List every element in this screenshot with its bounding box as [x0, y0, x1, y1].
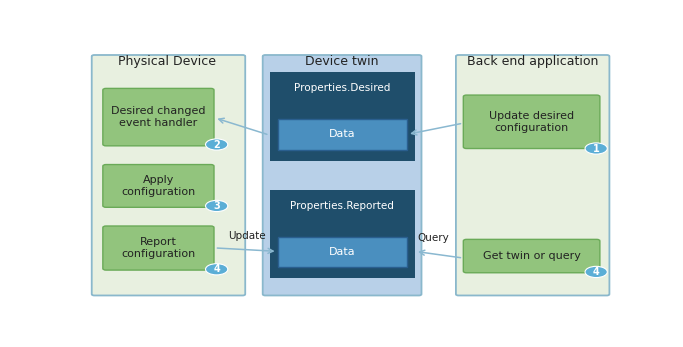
- Text: 4: 4: [593, 267, 600, 277]
- Bar: [270, 73, 415, 161]
- Text: Get twin or query: Get twin or query: [483, 251, 581, 261]
- FancyBboxPatch shape: [103, 88, 214, 146]
- FancyBboxPatch shape: [463, 239, 600, 273]
- Text: Back end application: Back end application: [467, 55, 598, 68]
- Circle shape: [206, 264, 227, 275]
- Circle shape: [585, 143, 607, 154]
- Circle shape: [206, 200, 227, 212]
- FancyBboxPatch shape: [103, 226, 214, 270]
- Text: Apply
configuration: Apply configuration: [122, 175, 195, 197]
- Text: 1: 1: [593, 144, 600, 153]
- Text: Update: Update: [228, 231, 266, 241]
- Text: Data: Data: [329, 247, 356, 257]
- Text: 2: 2: [213, 139, 220, 150]
- Text: Data: Data: [329, 129, 356, 139]
- FancyBboxPatch shape: [463, 95, 600, 149]
- Text: Properties.Desired: Properties.Desired: [294, 83, 391, 93]
- FancyBboxPatch shape: [92, 55, 245, 296]
- Text: 3: 3: [213, 201, 220, 211]
- Text: Physical Device: Physical Device: [118, 55, 217, 68]
- FancyBboxPatch shape: [456, 55, 609, 296]
- Text: Device twin: Device twin: [305, 55, 379, 68]
- FancyBboxPatch shape: [263, 55, 421, 296]
- Bar: [277, 237, 407, 268]
- Circle shape: [206, 139, 227, 150]
- Text: Report
configuration: Report configuration: [122, 237, 195, 259]
- Bar: [277, 119, 407, 150]
- Text: 4: 4: [213, 264, 220, 274]
- Circle shape: [585, 266, 607, 278]
- Text: Update desired
configuration: Update desired configuration: [489, 111, 574, 133]
- Text: Desired changed
event handler: Desired changed event handler: [111, 106, 206, 128]
- Bar: [270, 190, 415, 278]
- Text: Query: Query: [417, 232, 449, 243]
- Text: Properties.Reported: Properties.Reported: [290, 201, 394, 211]
- FancyBboxPatch shape: [103, 164, 214, 207]
